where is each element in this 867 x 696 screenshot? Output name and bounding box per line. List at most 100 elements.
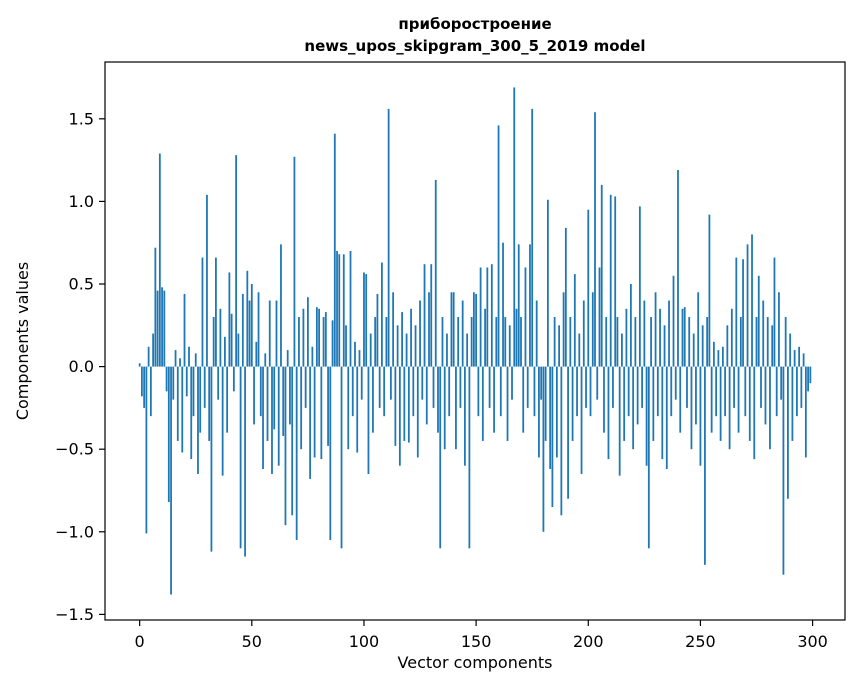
bar bbox=[389, 366, 392, 400]
bar bbox=[784, 317, 787, 367]
bar bbox=[511, 366, 513, 400]
bar bbox=[163, 290, 166, 367]
bar bbox=[154, 247, 157, 367]
bar bbox=[358, 350, 361, 367]
bar bbox=[197, 366, 199, 474]
bar bbox=[219, 308, 222, 367]
bar bbox=[331, 320, 334, 367]
bar bbox=[706, 317, 709, 367]
bar bbox=[757, 275, 760, 367]
bar bbox=[728, 366, 731, 450]
bar bbox=[665, 366, 668, 470]
bar bbox=[683, 307, 686, 367]
bar bbox=[324, 312, 327, 367]
bar bbox=[771, 325, 774, 367]
bar bbox=[773, 257, 776, 367]
bar bbox=[717, 350, 720, 367]
bar bbox=[654, 292, 657, 367]
bar bbox=[246, 270, 249, 367]
y-tick-label: 0.5 bbox=[69, 275, 94, 294]
bar bbox=[719, 366, 722, 441]
bar bbox=[737, 366, 740, 433]
bar bbox=[320, 366, 323, 460]
bar bbox=[769, 366, 771, 450]
bar bbox=[441, 317, 444, 367]
bar bbox=[383, 366, 386, 417]
bar bbox=[367, 366, 370, 474]
bar bbox=[257, 292, 260, 367]
bar bbox=[394, 366, 397, 446]
bar bbox=[232, 366, 235, 392]
bar bbox=[206, 194, 208, 367]
bar bbox=[235, 155, 237, 367]
bar bbox=[739, 317, 742, 367]
bar bbox=[789, 333, 792, 367]
bar bbox=[625, 308, 628, 367]
bar bbox=[167, 366, 170, 503]
bar bbox=[266, 366, 269, 441]
bar bbox=[638, 206, 641, 367]
bar bbox=[744, 366, 747, 417]
bar bbox=[239, 366, 242, 549]
bar bbox=[538, 366, 540, 458]
bar bbox=[185, 366, 188, 397]
bar bbox=[215, 257, 217, 367]
bar bbox=[333, 133, 336, 367]
bar bbox=[544, 366, 547, 441]
bar bbox=[349, 250, 352, 367]
bar bbox=[688, 317, 691, 367]
bar bbox=[751, 234, 753, 367]
bar bbox=[643, 300, 646, 367]
bar bbox=[203, 366, 206, 408]
bar bbox=[275, 300, 278, 367]
bar bbox=[455, 366, 457, 450]
bar bbox=[766, 317, 769, 367]
bar bbox=[356, 366, 359, 453]
bar bbox=[255, 341, 258, 367]
bar bbox=[778, 292, 780, 367]
bar bbox=[149, 366, 152, 417]
x-axis-label: Vector components bbox=[398, 653, 553, 672]
x-tick-label: 100 bbox=[349, 632, 380, 651]
bar bbox=[365, 274, 368, 367]
bar bbox=[470, 317, 473, 367]
bar bbox=[762, 300, 765, 367]
bar bbox=[547, 199, 549, 367]
bar bbox=[407, 366, 410, 443]
bar bbox=[311, 346, 314, 367]
bar bbox=[497, 125, 500, 367]
bar bbox=[567, 366, 569, 499]
axes-frame bbox=[104, 61, 846, 621]
bar bbox=[659, 308, 661, 367]
bar bbox=[708, 214, 711, 367]
bar bbox=[428, 292, 430, 367]
bar bbox=[347, 366, 350, 450]
bar bbox=[553, 317, 556, 367]
bar bbox=[280, 244, 282, 367]
bar bbox=[183, 293, 186, 367]
bar bbox=[237, 333, 240, 367]
bar bbox=[780, 366, 783, 400]
bar bbox=[392, 292, 395, 367]
bar bbox=[526, 366, 529, 408]
bar bbox=[190, 366, 193, 460]
bar bbox=[488, 366, 491, 408]
bar bbox=[661, 366, 664, 460]
bar bbox=[138, 363, 141, 367]
bar bbox=[403, 366, 406, 441]
bar bbox=[502, 242, 504, 367]
bar bbox=[147, 346, 150, 367]
bar bbox=[656, 366, 659, 417]
bar bbox=[533, 366, 536, 417]
bar bbox=[360, 366, 363, 400]
bar bbox=[446, 333, 448, 367]
bar bbox=[212, 317, 215, 367]
bar bbox=[632, 366, 635, 450]
y-tick-label: −1.0 bbox=[55, 522, 94, 541]
bar bbox=[674, 366, 677, 400]
bar bbox=[591, 292, 594, 367]
bar bbox=[668, 300, 670, 367]
bar bbox=[201, 257, 204, 367]
bar bbox=[416, 366, 419, 458]
